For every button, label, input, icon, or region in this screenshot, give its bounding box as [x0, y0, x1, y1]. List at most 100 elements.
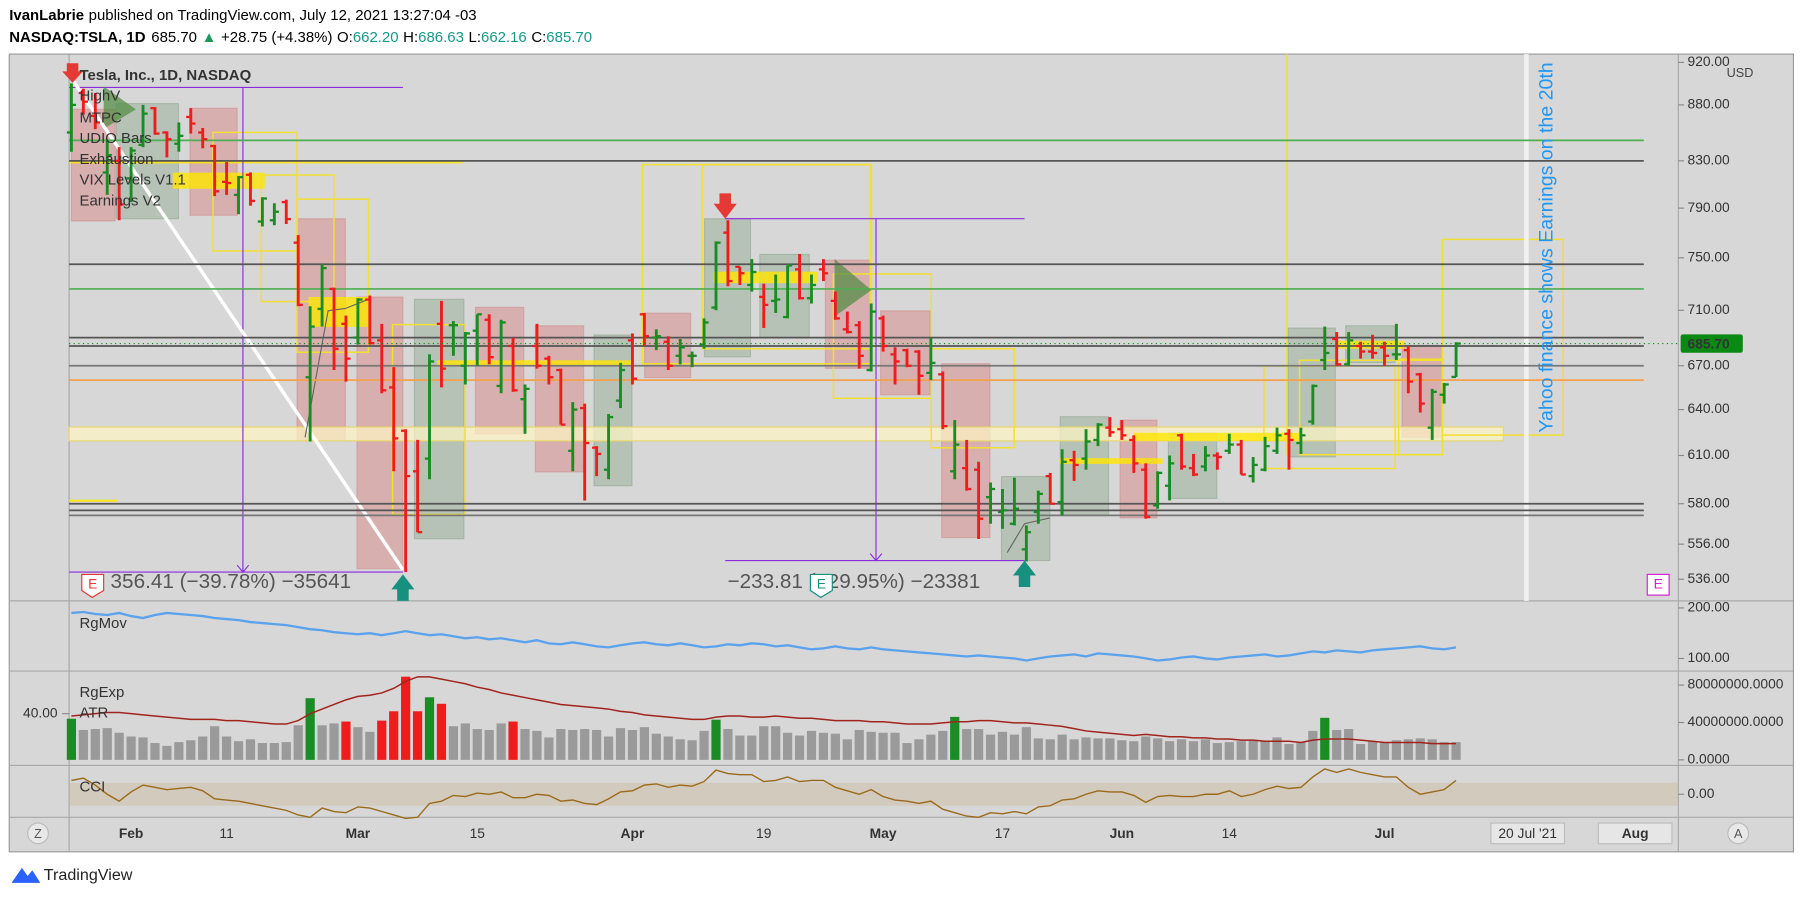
y-tick-label: 790.00	[1688, 199, 1731, 215]
indicator: VIX Levels V1.1	[79, 172, 185, 189]
indicator: MTPC	[79, 110, 122, 127]
volume-bar	[723, 729, 733, 760]
volume-bar	[472, 729, 482, 760]
indicator-legend: Tesla, Inc., 1D, NASDAQ HighV MTPC UDIO …	[79, 67, 251, 209]
volume-bar	[711, 719, 721, 760]
measure-arrow	[869, 553, 883, 562]
y-tick-label: 0.0000	[1688, 751, 1731, 767]
volume-bar	[914, 739, 924, 760]
volume-bar	[794, 735, 805, 760]
volume-bar	[1009, 734, 1020, 760]
volume-bar	[1224, 742, 1234, 760]
x-tick-label: Aug	[1622, 825, 1649, 841]
earnings-badges: E E E	[81, 573, 1670, 599]
volume-bar	[1296, 742, 1306, 760]
volume-bar	[639, 727, 649, 760]
volume-bar	[830, 733, 840, 760]
logo	[11, 867, 41, 883]
volume-bar	[1200, 739, 1211, 760]
x-label-box	[1597, 822, 1673, 845]
volume-bar	[305, 698, 315, 760]
volume-bar	[532, 730, 542, 760]
volume-bar	[257, 743, 268, 760]
volume-bar	[1355, 743, 1366, 760]
zone	[593, 334, 633, 487]
y-tick-label: 610.00	[1688, 446, 1731, 462]
volume-bar	[926, 734, 936, 760]
volume-bar	[556, 729, 566, 760]
volume-bar	[1212, 743, 1222, 760]
volume-bar	[974, 729, 984, 760]
volume-bar	[1248, 740, 1258, 760]
volume-bar	[759, 726, 769, 760]
button[interactable]	[27, 822, 49, 845]
change: +28.75 (+4.38%)	[221, 29, 332, 46]
y-tick-label: 0.00	[1688, 785, 1715, 801]
volume-bar	[818, 732, 829, 760]
zone	[880, 310, 931, 396]
pane-borders	[9, 54, 1794, 852]
zone	[413, 298, 465, 540]
atr-line	[71, 676, 1457, 745]
sell-arrow	[62, 63, 83, 83]
button-label[interactable]: A	[1734, 827, 1743, 841]
zone	[296, 218, 346, 442]
volume-bar	[78, 729, 88, 760]
volume-bar	[663, 736, 673, 760]
indicator: UDIO Bars	[79, 130, 151, 147]
volume-bar	[508, 721, 518, 760]
badge	[1646, 573, 1670, 596]
highlight	[1059, 458, 1163, 464]
volume-bar	[1367, 741, 1378, 760]
volume-bar	[389, 711, 399, 760]
volume-bar	[1439, 742, 1449, 760]
pane-label: CCI	[79, 778, 105, 795]
y2-tick-label: 40.00	[23, 704, 58, 720]
measurement: −233.81 (−29.95%) −23381	[728, 570, 981, 593]
y-tick-label: 640.00	[1688, 400, 1731, 416]
volume-bar	[1164, 741, 1175, 760]
sell-arrow	[713, 193, 737, 219]
volume-bar	[1045, 739, 1055, 760]
volume-bar	[997, 731, 1008, 760]
volume-bar	[102, 728, 112, 760]
triangle	[834, 258, 872, 317]
volume-bar	[1344, 729, 1354, 760]
highlight	[69, 161, 463, 164]
volume-bar	[353, 727, 363, 760]
arrow: ▲	[202, 29, 217, 46]
volume-bar	[365, 731, 375, 760]
pane-label: RgMov	[79, 615, 127, 632]
y-tick-label: 536.00	[1688, 570, 1731, 586]
button-label[interactable]: Z	[34, 827, 42, 841]
plot: 920.00 880.00 830.00 790.00 750.00 710.00 670.…	[23, 53, 1784, 845]
drawings	[68, 54, 1564, 601]
box	[212, 131, 298, 252]
chart-title: Tesla, Inc., 1D, NASDAQ	[79, 67, 251, 84]
volume-bar	[615, 728, 626, 760]
volume-bar	[1391, 740, 1402, 760]
ohlc-label: L:	[469, 29, 481, 46]
volume-bar	[377, 720, 387, 760]
published: published on TradingView.com, July 12, 2…	[89, 7, 477, 24]
volume-bar	[1129, 741, 1139, 760]
volume-bar	[938, 730, 948, 760]
button[interactable]	[1727, 822, 1750, 845]
volume-bar	[580, 729, 590, 760]
measure-arrow	[236, 564, 250, 573]
volume-bar	[1332, 729, 1342, 760]
volume-bar	[1260, 741, 1270, 760]
rgmov-line	[71, 610, 1457, 662]
zone	[474, 306, 525, 435]
cci-band	[69, 782, 1679, 806]
x-tick-label: 11	[219, 825, 233, 841]
volume-bar	[806, 730, 817, 760]
volume-bar	[90, 729, 100, 760]
x-label-box	[1490, 822, 1566, 845]
volume-bar	[1308, 730, 1318, 760]
volume-bar	[281, 742, 291, 760]
indicator: Earnings V2	[79, 192, 160, 209]
symbol: NASDAQ:TSLA, 1D	[9, 29, 145, 46]
volume-bar	[460, 723, 470, 760]
volume-bar	[1069, 739, 1079, 760]
